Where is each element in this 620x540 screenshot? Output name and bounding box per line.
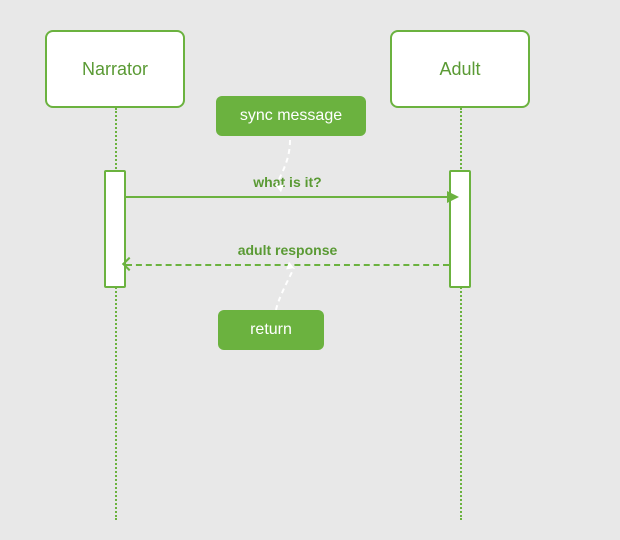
sequence-diagram: Narrator Adult what is it? adult response sy… [0,0,620,540]
participant-label: Narrator [82,59,148,80]
message-label-ask: what is it? [253,174,321,190]
note-label: sync message [240,107,342,125]
message-label-resp: adult response [238,242,338,258]
participant-adult: Adult [390,30,530,108]
activation-adult [449,170,471,288]
note-label: return [250,321,292,339]
arrowhead-ask [447,191,459,203]
participant-label: Adult [439,59,480,80]
message-line-resp [126,264,449,266]
note-sync: sync message [216,96,366,136]
note-return: return [218,310,324,350]
participant-narrator: Narrator [45,30,185,108]
message-line-ask [126,196,449,198]
activation-narrator [104,170,126,288]
